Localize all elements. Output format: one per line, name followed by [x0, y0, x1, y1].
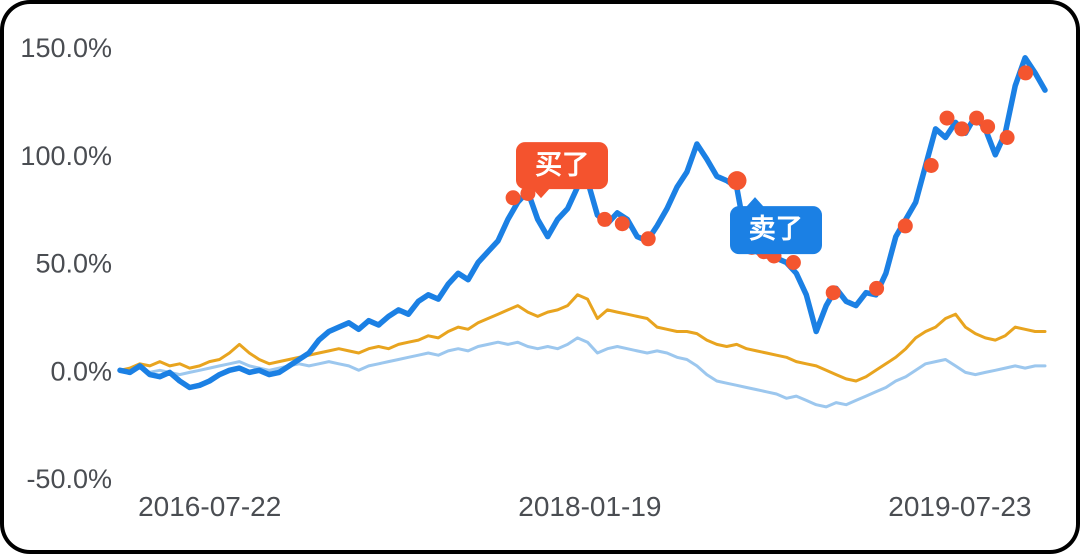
trade-marker-icon: [980, 119, 996, 135]
trade-marker-icon: [597, 211, 613, 227]
trade-marker-icon: [640, 231, 656, 247]
buy-badge-arrow-icon: [532, 188, 551, 199]
y-axis-tick-label: -50.0%: [26, 464, 112, 494]
sell-badge-arrow-icon: [745, 197, 764, 208]
trade-marker-icon: [785, 255, 801, 270]
trade-marker-icon: [505, 190, 521, 206]
trade-marker-icon: [825, 285, 841, 301]
trade-marker-icon: [969, 110, 985, 126]
trade-marker-icon: [897, 218, 913, 234]
y-axis-tick-label: 150.0%: [20, 33, 112, 63]
series-line-benchmark-light-blue: [118, 336, 1047, 409]
y-axis-tick-label: 100.0%: [20, 141, 112, 171]
sell-badge-label: 卖了: [748, 214, 803, 245]
trade-marker-icon: [923, 158, 939, 173]
trade-marker-icon: [939, 110, 955, 126]
x-axis-tick-label: 2019-07-23: [888, 491, 1031, 522]
series-line-benchmark-orange: [118, 293, 1047, 383]
trade-marker-icon: [1018, 65, 1034, 81]
sell-badge: 卖了: [729, 197, 822, 255]
trade-marker-icon: [999, 130, 1015, 145]
axis-layer: 150.0% 100.0% 50.0% 0.0% -50.0% 2016-07-22 201…: [20, 33, 1031, 522]
trade-marker-icon: [954, 121, 970, 137]
y-axis-tick-label: 0.0%: [50, 356, 112, 386]
buy-badge: 买了: [516, 141, 609, 199]
y-axis-tick-label: 50.0%: [35, 249, 112, 279]
x-axis-tick-label: 2018-01-19: [518, 491, 661, 522]
trade-marker-icon: [727, 171, 747, 191]
x-axis-tick-label: 2016-07-22: [138, 491, 281, 522]
trade-marker-icon: [869, 280, 885, 296]
trade-marker-icon: [520, 186, 536, 201]
trade-marker-icon: [614, 216, 630, 232]
buy-badge-label: 买了: [535, 149, 590, 180]
